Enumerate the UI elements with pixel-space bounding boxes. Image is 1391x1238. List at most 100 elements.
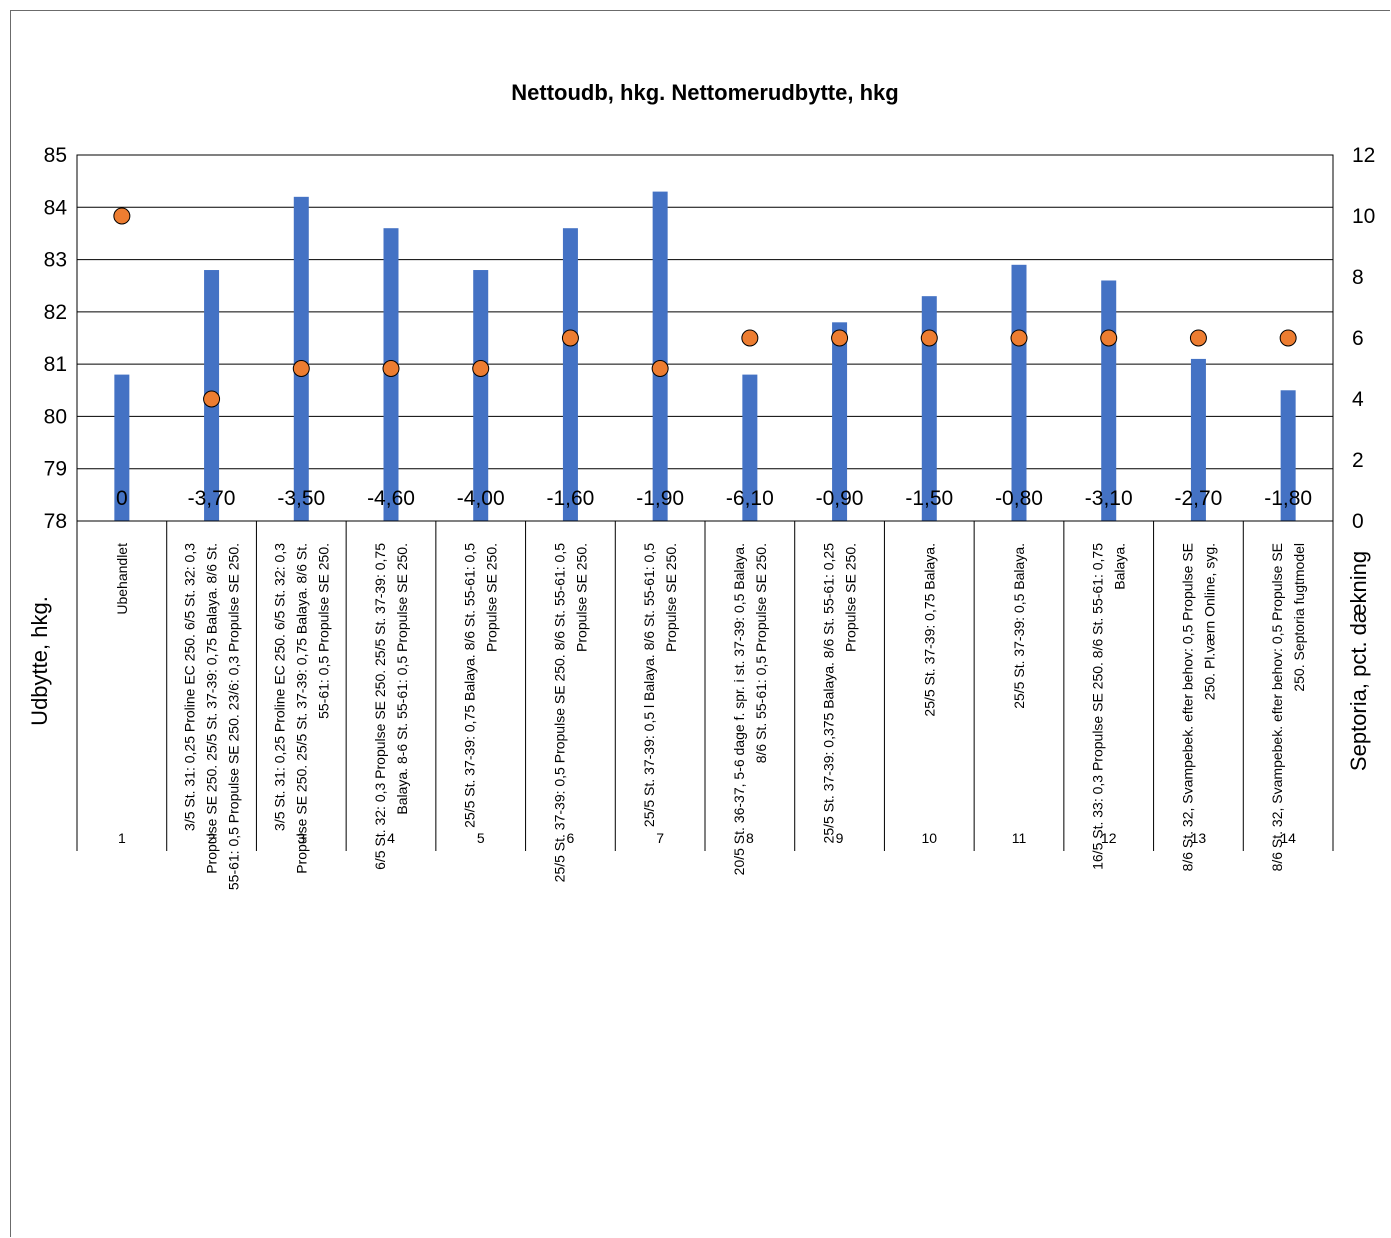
category-label-line: Balaya. <box>1112 543 1128 590</box>
category-label: 25/5 St. 37-39: 0,5 Balaya. <box>1011 543 1027 709</box>
category-label: 25/5 St. 37-39: 0,5 l Balaya. 8/6 St. 55… <box>641 543 679 827</box>
point <box>292 360 310 377</box>
category-label-line: Propulse SE 250. <box>663 543 679 652</box>
category-area: 1 Ubehandlet 2 3/5 St. 31: 0,25 Proline EC … <box>114 543 1307 890</box>
bar <box>293 196 309 522</box>
category-label-line: 6/5 St. 32: 0,3 Propulse SE 250. 25/5 St… <box>372 543 388 870</box>
y2-tick-label: 4 <box>1352 388 1364 411</box>
y2-tick-label: 0 <box>1352 510 1364 533</box>
category-label: 8/6 St. 32, Svampebek. efter behov: 0,5 … <box>1269 543 1307 871</box>
bar <box>114 374 130 521</box>
point <box>382 360 400 377</box>
y-tick-label: 82 <box>44 301 67 324</box>
category-label: 25/5 St. 37-39: 0,75 Balaya. <box>921 543 937 717</box>
point <box>741 329 759 347</box>
category-label-line: 16/5 St. 33: 0,3 Propulse SE 250. 8/6 St… <box>1090 543 1106 870</box>
point <box>472 360 490 377</box>
category-label-line: Propulse SE 250. 25/5 St. 37-39: 0,75 Ba… <box>204 543 220 874</box>
category-label-line: 25/5 St. 37-39: 0,5 l Balaya. 8/6 St. 55… <box>641 543 657 827</box>
category-label-line: 25/5 St. 37-39: 0,5 Balaya. <box>1011 543 1027 709</box>
y-tick-label: 81 <box>44 353 67 376</box>
axes <box>76 154 1334 851</box>
category-label: 3/5 St. 31: 0,25 Proline EC 250. 6/5 St.… <box>182 543 242 890</box>
y-tick-label: 83 <box>44 249 67 272</box>
category-number: 8 <box>746 830 754 846</box>
category-label: 8/6 St. 32, Svampebek. efter behov: 0,5 … <box>1179 543 1217 871</box>
bar <box>473 270 489 521</box>
y2-tick-label: 6 <box>1352 327 1364 350</box>
category-number: 3 <box>297 830 305 846</box>
data-label: -6,10 <box>726 487 774 510</box>
bars <box>114 191 1296 522</box>
point <box>113 207 131 225</box>
point <box>561 329 579 347</box>
bar <box>562 228 578 521</box>
bar <box>1101 280 1117 521</box>
category-label: 25/5 St. 37-39: 0,75 Balaya. 8/6 St. 55-… <box>462 543 500 828</box>
category-number: 7 <box>656 830 664 846</box>
point <box>651 360 669 377</box>
data-label: -4,60 <box>367 487 415 510</box>
y2-tick-label: 8 <box>1352 266 1364 289</box>
data-label: -0,80 <box>995 487 1043 510</box>
category-number: 2 <box>208 830 216 846</box>
chart-title: Nettoudb, hkg. Nettomerudbytte, hkg <box>511 80 898 105</box>
y-tick-label: 85 <box>44 144 67 167</box>
y2-tick-label: 12 <box>1352 144 1375 167</box>
data-label: 0 <box>116 487 128 510</box>
point <box>831 329 849 347</box>
category-number: 5 <box>477 830 485 846</box>
gridlines <box>77 206 1333 470</box>
category-label-line: 3/5 St. 31: 0,25 Proline EC 250. 6/5 St.… <box>271 543 287 831</box>
point <box>1279 329 1297 347</box>
category-number: 12 <box>1101 830 1117 846</box>
data-label: -3,70 <box>188 487 236 510</box>
data-label: -1,80 <box>1264 487 1312 510</box>
bar <box>832 322 848 521</box>
category-label-line: 25/5 St. 37-39: 0,375 Balaya. 8/6 St. 55… <box>821 543 837 844</box>
y-tick-label: 78 <box>44 510 67 533</box>
data-label: -3,50 <box>277 487 325 510</box>
point <box>1100 329 1118 347</box>
bar <box>742 374 758 521</box>
points <box>113 207 1297 408</box>
category-label-line: Ubehandlet <box>114 543 130 615</box>
y2-tick-label: 2 <box>1352 449 1364 472</box>
category-number: 11 <box>1012 830 1027 846</box>
category-label-line: 8/6 St. 32, Svampebek. efter behov: 0,5 … <box>1269 543 1285 871</box>
category-label-line: 8/6 St. 32, Svampebek. efter behov: 0,5 … <box>1179 543 1195 871</box>
category-label-line: 25/5 St. 37-39: 0,5 Propulse SE 250. 8/6… <box>551 543 567 883</box>
category-number: 10 <box>921 830 937 846</box>
category-label: 20/5 St. 36-37, 5-6 dage f. spr. i st. 3… <box>731 543 769 875</box>
category-label: 6/5 St. 32: 0,3 Propulse SE 250. 25/5 St… <box>372 543 410 870</box>
data-label: -2,70 <box>1174 487 1222 510</box>
category-label: 25/5 St. 37-39: 0,5 Propulse SE 250. 8/6… <box>551 543 589 883</box>
y-tick-label: 80 <box>44 405 67 428</box>
category-label-line: Propulse SE 250. <box>843 543 859 652</box>
category-number: 4 <box>387 830 395 846</box>
category-number: 13 <box>1191 830 1207 846</box>
bar <box>1011 264 1027 521</box>
y-axis-title: Udbytte, hkg. <box>27 596 52 726</box>
category-label-line: 250. Pl.værn Online, syg. <box>1201 543 1217 700</box>
left-axis-ticks: 85 84 83 82 81 80 79 78 <box>44 144 68 533</box>
y-tick-label: 84 <box>44 196 68 219</box>
data-label: -1,50 <box>905 487 953 510</box>
category-number: 1 <box>118 830 126 846</box>
data-label: -3,10 <box>1085 487 1133 510</box>
category-label: 16/5 St. 33: 0,3 Propulse SE 250. 8/6 St… <box>1090 543 1128 870</box>
category-number: 6 <box>567 830 575 846</box>
data-labels: 0 -3,70 -3,50 -4,60 -4,00 -1,60 -1,90 -6,10 -0,9… <box>116 487 1312 510</box>
category-label-line: Propulse SE 250. <box>484 543 500 652</box>
category-label-line: 3/5 St. 31: 0,25 Proline EC 250. 6/5 St.… <box>182 543 198 831</box>
category-label: Ubehandlet <box>114 543 130 615</box>
category-label: 3/5 St. 31: 0,25 Proline EC 250. 6/5 St.… <box>271 543 331 874</box>
category-label-line: 25/5 St. 37-39: 0,75 Balaya. 8/6 St. 55-… <box>462 543 478 828</box>
data-label: -1,60 <box>546 487 594 510</box>
bar <box>652 191 668 521</box>
category-label-line: 55-61: 0,5 Propulse SE 250. 23/6: 0,3 Pr… <box>226 543 242 890</box>
y-tick-label: 79 <box>44 458 67 481</box>
category-label-line: Balaya. 8-6 St. 55-61: 0,5 Propulse SE 2… <box>394 543 410 815</box>
chart-frame <box>10 10 1390 1237</box>
